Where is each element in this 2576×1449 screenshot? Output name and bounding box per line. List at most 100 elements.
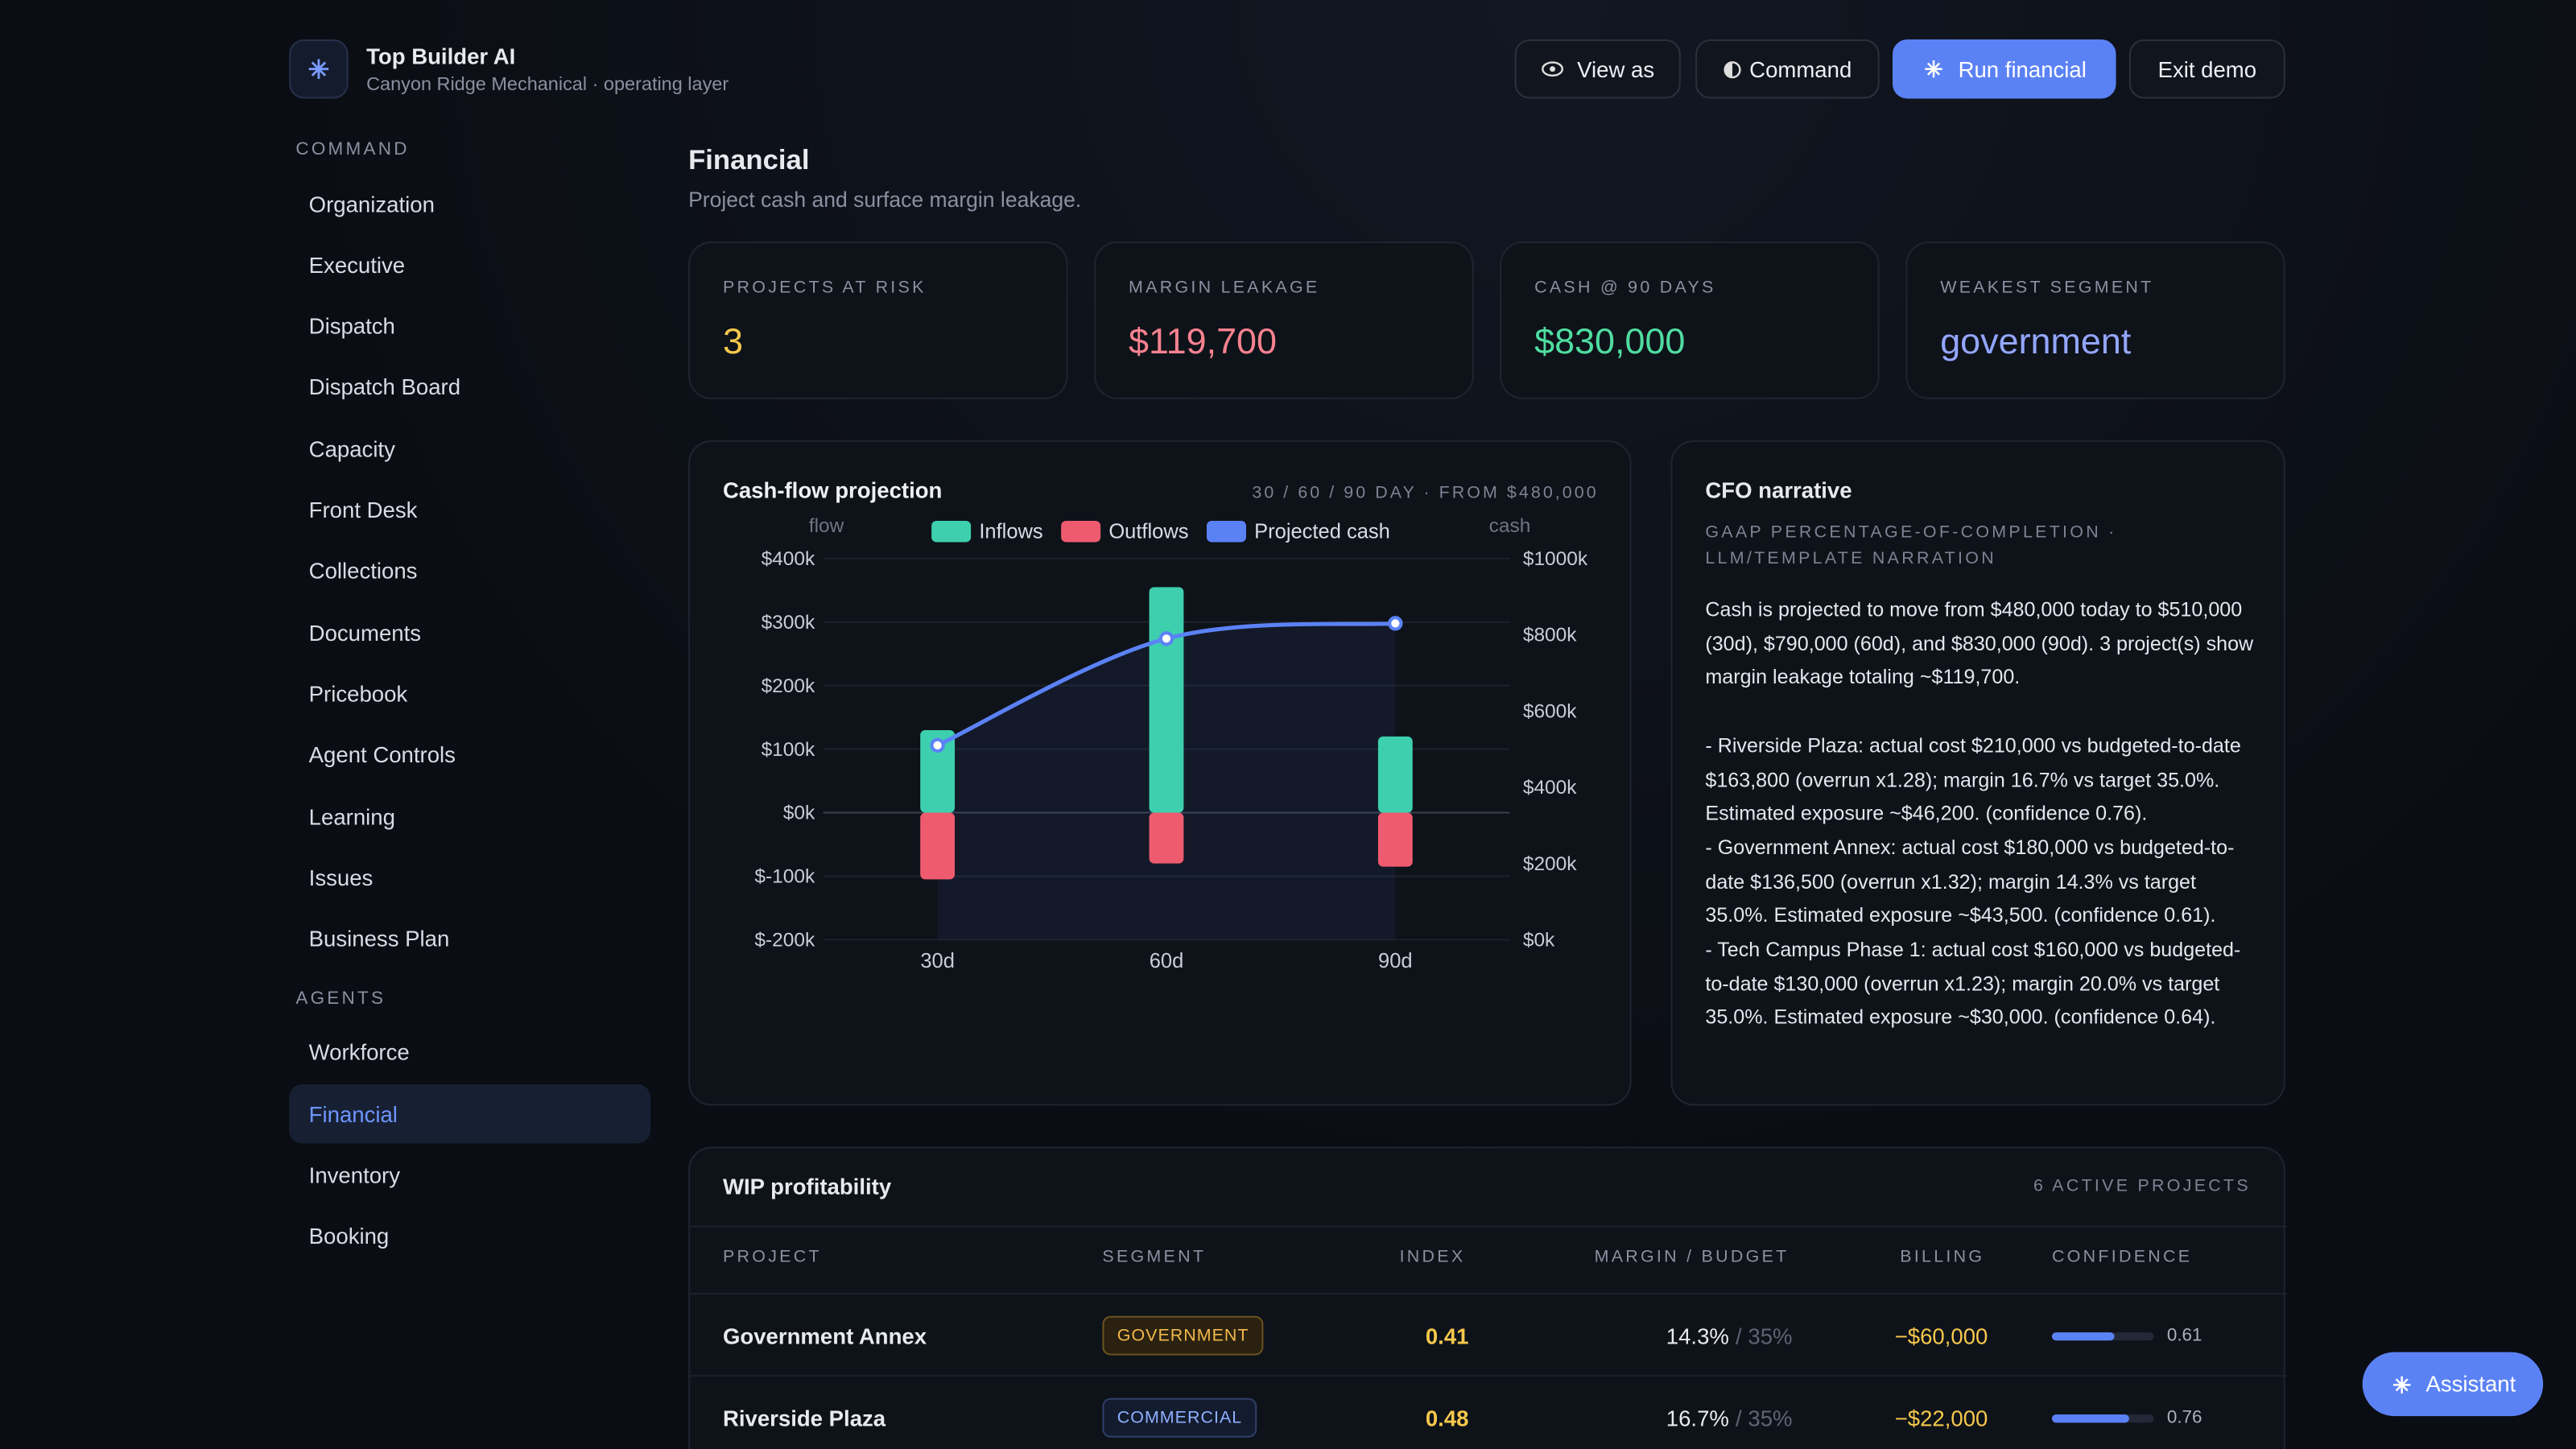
bar bbox=[1149, 587, 1184, 813]
legend-swatch bbox=[931, 520, 972, 543]
chart: Cash-flow projection 30 / 60 / 90 DAY · F… bbox=[723, 477, 1598, 972]
kpi-card: PROJECTS AT RISK 3 bbox=[688, 241, 1068, 399]
table-row: Riverside Plaza COMMERCIAL 0.48 16.7% / 35% −… bbox=[690, 1375, 2287, 1449]
narrative-title: CFO narrative bbox=[1705, 477, 1852, 503]
index-value: 0.48 bbox=[1425, 1405, 1469, 1430]
kpi-card: MARGIN LEAKAGE $119,700 bbox=[1094, 241, 1474, 399]
legend-label: Projected cash bbox=[1254, 520, 1390, 543]
nav-item[interactable]: Inventory bbox=[308, 1162, 401, 1188]
nav-item[interactable]: Booking bbox=[308, 1224, 390, 1249]
confidence-cell: 0.76 bbox=[2051, 1377, 2202, 1449]
nav-item[interactable]: Dispatch bbox=[308, 313, 395, 339]
nav-item[interactable]: Business Plan bbox=[308, 927, 450, 952]
contrast-icon bbox=[1724, 60, 1741, 78]
exit-demo-button[interactable]: Exit demo bbox=[2128, 39, 2285, 99]
nav-item[interactable]: Financial bbox=[289, 1084, 651, 1144]
kpi-value: 3 bbox=[722, 320, 743, 361]
nav-item[interactable]: Agent Controls bbox=[308, 742, 456, 768]
y2-tick-label: $400k bbox=[1523, 777, 1577, 799]
column-header: INDEX bbox=[1399, 1246, 1466, 1267]
bar bbox=[1149, 812, 1184, 864]
bar bbox=[1377, 812, 1413, 867]
chart-subtitle: 30 / 60 / 90 DAY · FROM $480,000 bbox=[1252, 482, 1598, 502]
table-title: WIP profitability bbox=[722, 1174, 892, 1199]
run-financial-button[interactable]: Run financial bbox=[1893, 39, 2116, 99]
legend-swatch bbox=[1061, 520, 1101, 543]
margin-cell: 14.3% / 35% bbox=[1666, 1294, 1793, 1377]
nav-item[interactable]: Dispatch Board bbox=[308, 375, 461, 400]
nav-item[interactable]: Learning bbox=[308, 803, 395, 829]
y-tick-label: $0k bbox=[783, 803, 815, 824]
button-label: View as bbox=[1577, 56, 1655, 82]
budget-value: / 35% bbox=[1736, 1405, 1793, 1430]
confidence-track bbox=[2051, 1414, 2154, 1422]
segment-cell: GOVERNMENT bbox=[1102, 1294, 1264, 1377]
segment-badge: COMMERCIAL bbox=[1102, 1397, 1257, 1438]
nav-item[interactable]: Collections bbox=[308, 559, 418, 584]
app-title: Top Builder AI bbox=[366, 44, 516, 69]
y-tick-label: $200k bbox=[762, 675, 815, 697]
bar bbox=[920, 729, 956, 813]
button-label: Run financial bbox=[1958, 56, 2087, 82]
project-name: Riverside Plaza bbox=[722, 1405, 886, 1430]
confidence-value: 0.61 bbox=[2166, 1325, 2202, 1346]
narrative-subtitle: GAAP PERCENTAGE-OF-COMPLETION · LLM/TEMP… bbox=[1705, 522, 2117, 568]
segment-cell: COMMERCIAL bbox=[1102, 1377, 1257, 1449]
button-label: Exit demo bbox=[2157, 56, 2257, 82]
nav-item[interactable]: Issues bbox=[308, 865, 374, 890]
column-header: BILLING bbox=[1900, 1246, 1985, 1267]
cash-point bbox=[1158, 631, 1174, 646]
table-card: WIP profitability 6 ACTIVE PROJECTS PROJ… bbox=[688, 1146, 2287, 1449]
spark-icon bbox=[1925, 60, 1942, 78]
kpi-value: $830,000 bbox=[1534, 320, 1686, 361]
x-tick-label: 30d bbox=[920, 950, 955, 972]
nav-item[interactable]: Executive bbox=[308, 252, 406, 278]
kpi-value: government bbox=[1940, 320, 2132, 361]
divider bbox=[690, 1225, 2287, 1228]
column-header: MARGIN / BUDGET bbox=[1594, 1246, 1790, 1267]
narrative-paragraph: Cash is projected to move from $480,000 … bbox=[1705, 597, 2254, 689]
y-axis-label: flow bbox=[809, 515, 844, 537]
command-button[interactable]: Command bbox=[1695, 39, 1880, 99]
nav-item[interactable]: Organization bbox=[308, 191, 435, 217]
billing-value: −$22,000 bbox=[1894, 1405, 1988, 1430]
page-title: Financial bbox=[688, 144, 810, 176]
table-note: 6 ACTIVE PROJECTS bbox=[2033, 1176, 2251, 1196]
y-tick-label: $400k bbox=[762, 548, 815, 570]
index-value: 0.41 bbox=[1425, 1323, 1469, 1348]
cash-point bbox=[1388, 616, 1403, 631]
x-tick-label: 90d bbox=[1378, 950, 1413, 972]
button-label: Command bbox=[1749, 56, 1852, 82]
y2-tick-label: $0k bbox=[1523, 930, 1555, 952]
confidence-bar bbox=[2051, 1331, 2115, 1340]
view-as-button[interactable]: View as bbox=[1514, 39, 1681, 99]
y2-tick-label: $800k bbox=[1523, 625, 1577, 646]
y-tick-label: $100k bbox=[762, 739, 815, 761]
legend-swatch bbox=[1206, 520, 1246, 543]
kpi-value: $119,700 bbox=[1129, 320, 1278, 361]
y2-tick-label: $200k bbox=[1523, 853, 1577, 875]
nav-section-label: COMMAND bbox=[295, 139, 410, 159]
kpi-card: CASH @ 90 DAYS $830,000 bbox=[1500, 241, 1880, 399]
chart-title: Cash-flow projection bbox=[723, 477, 942, 502]
billing-value: −$60,000 bbox=[1894, 1323, 1988, 1348]
assistant-button[interactable]: Assistant bbox=[2362, 1352, 2544, 1417]
nav-item[interactable]: Documents bbox=[308, 620, 422, 646]
margin-value: 14.3% bbox=[1666, 1323, 1729, 1348]
nav-item[interactable]: Front Desk bbox=[308, 497, 418, 522]
budget-value: / 35% bbox=[1736, 1323, 1793, 1348]
bar bbox=[920, 812, 956, 880]
kpi-label: PROJECTS AT RISK bbox=[722, 277, 927, 298]
logo-icon bbox=[308, 59, 329, 79]
column-header: CONFIDENCE bbox=[2051, 1246, 2193, 1267]
spark-icon bbox=[2392, 1375, 2410, 1393]
x-tick-label: 60d bbox=[1150, 950, 1184, 972]
column-header: SEGMENT bbox=[1102, 1246, 1207, 1267]
y-tick-label: $300k bbox=[762, 612, 815, 634]
nav-item[interactable]: Pricebook bbox=[308, 681, 408, 707]
nav-item[interactable]: Capacity bbox=[308, 436, 395, 461]
nav-item[interactable]: Workforce bbox=[308, 1040, 410, 1066]
y2-axis-label: cash bbox=[1489, 515, 1531, 537]
